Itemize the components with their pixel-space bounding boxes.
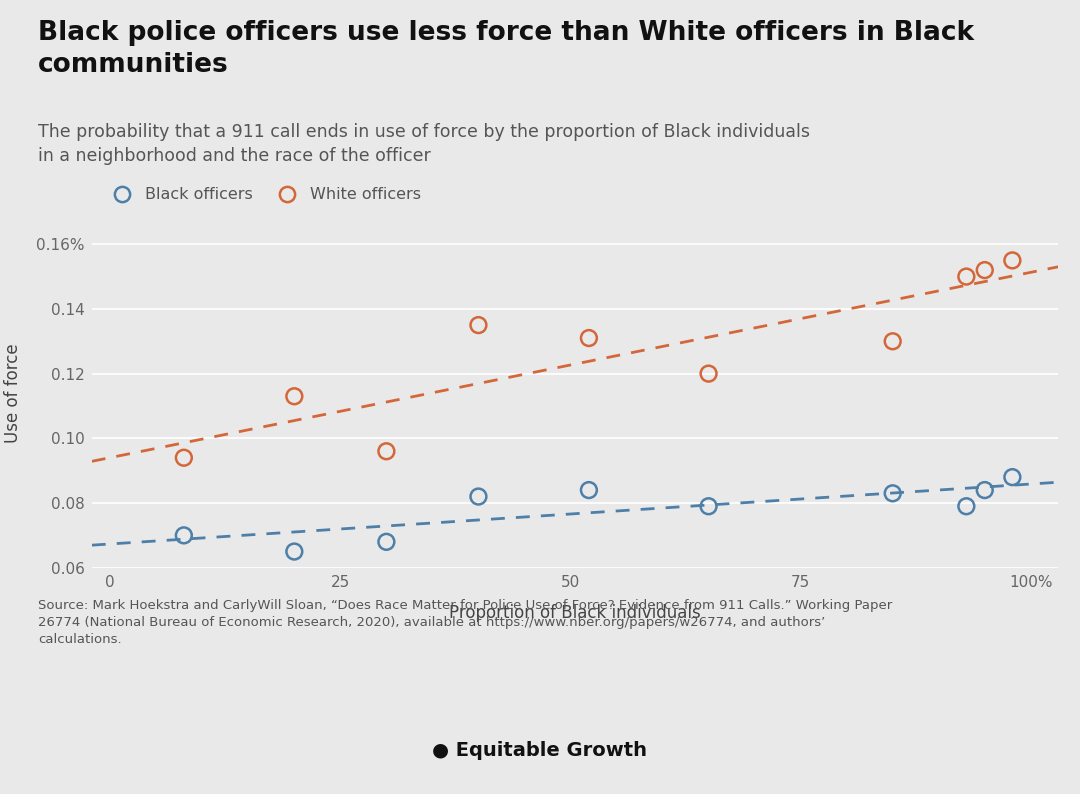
Point [580, 332, 597, 345]
Point [286, 390, 303, 403]
Text: Black police officers use less force than White officers in Black
communities: Black police officers use less force tha… [38, 20, 974, 78]
Point [580, 484, 597, 496]
Text: ● Equitable Growth: ● Equitable Growth [432, 741, 648, 760]
Point [175, 529, 192, 542]
Point [175, 451, 192, 464]
Point [885, 335, 902, 348]
Point [976, 264, 994, 276]
Text: The probability that a 911 call ends in use of force by the proportion of Black : The probability that a 911 call ends in … [38, 123, 810, 164]
Point [470, 490, 487, 503]
Point [286, 545, 303, 558]
Point [470, 318, 487, 331]
X-axis label: Proportion of Black individuals: Proportion of Black individuals [449, 603, 701, 622]
Point [700, 500, 717, 513]
Point [885, 487, 902, 499]
Point [378, 445, 395, 457]
Point [958, 500, 975, 513]
Point [1003, 254, 1021, 267]
Y-axis label: Use of force: Use of force [4, 343, 23, 443]
Point [1003, 471, 1021, 484]
Text: Source: Mark Hoekstra and CarlyWill Sloan, “Does Race Matter for Police Use of F: Source: Mark Hoekstra and CarlyWill Sloa… [38, 599, 892, 646]
Point [378, 535, 395, 548]
Point [700, 368, 717, 380]
Point [976, 484, 994, 496]
Point [958, 270, 975, 283]
Legend: Black officers, White officers: Black officers, White officers [99, 181, 428, 209]
